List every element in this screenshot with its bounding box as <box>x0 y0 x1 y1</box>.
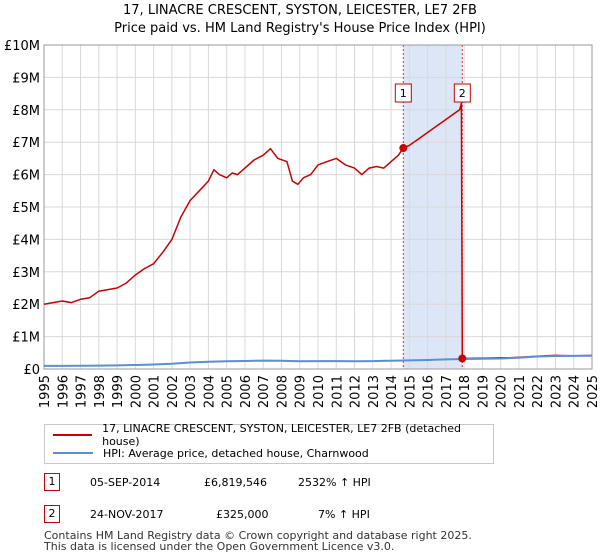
x-tick-label: 2025 <box>586 375 600 408</box>
x-tick-label: 2015 <box>403 375 418 408</box>
x-tick-label: 1997 <box>75 375 90 408</box>
x-tick-label: 2024 <box>568 375 583 408</box>
price-chart: 17, LINACRE CRESCENT, SYSTON, LEICESTER,… <box>4 3 600 408</box>
x-tick-label: 2018 <box>458 375 473 408</box>
x-tick-label: 2001 <box>148 375 163 408</box>
transaction-price: £325,000 <box>216 508 269 521</box>
y-tick-label: £4M <box>12 233 40 248</box>
transaction-date: 24-NOV-2017 <box>90 508 164 521</box>
y-tick-label: £10M <box>4 39 40 54</box>
y-tick-label: £3M <box>12 266 40 281</box>
x-tick-label: 2003 <box>184 375 199 408</box>
sale-marker-label: 1 <box>400 87 407 100</box>
plot-frame <box>43 44 593 370</box>
x-tick-label: 2004 <box>202 375 217 408</box>
legend-label-hpi: HPI: Average price, detached house, Char… <box>103 446 369 460</box>
y-tick-label: £7M <box>12 136 40 151</box>
transaction-date: 05-SEP-2014 <box>90 476 161 489</box>
x-tick-label: 2021 <box>513 375 528 408</box>
x-tick-label: 2012 <box>349 375 364 408</box>
y-tick-label: £8M <box>12 104 40 119</box>
sale-marker-badge <box>394 83 412 103</box>
x-tick-label: 2009 <box>294 375 309 408</box>
transaction-hpi-change: 7% ↑ HPI <box>318 508 370 521</box>
footer: Contains HM Land Registry data © Crown c… <box>44 530 472 552</box>
y-tick-label: £1M <box>12 331 40 346</box>
x-tick-label: 1999 <box>111 375 126 408</box>
sale-marker-point <box>399 144 408 153</box>
x-tick-label: 2023 <box>549 375 564 408</box>
legend-label-price-paid: 17, LINACRE CRESCENT, SYSTON, LEICESTER,… <box>102 422 461 448</box>
legend-item-price-paid: 17, LINACRE CRESCENT, SYSTON, LEICESTER,… <box>53 422 493 448</box>
x-tick-label: 2014 <box>385 375 400 408</box>
x-tick-label: 2008 <box>275 375 290 408</box>
footer-copyright: Contains HM Land Registry data © Crown c… <box>44 529 472 542</box>
y-tick-label: £2M <box>12 298 40 313</box>
x-tick-label: 2005 <box>221 375 236 408</box>
x-tick-label: 2011 <box>330 375 345 408</box>
x-tick-label: 2013 <box>367 375 382 408</box>
x-tick-label: 2002 <box>166 375 181 408</box>
transaction-hpi-change: 2532% ↑ HPI <box>298 476 371 489</box>
x-tick-label: 2017 <box>440 375 455 408</box>
chart-title: 17, LINACRE CRESCENT, SYSTON, LEICESTER,… <box>123 3 477 18</box>
x-tick-label: 1995 <box>38 375 53 408</box>
x-tick-label: 2010 <box>312 375 327 408</box>
y-tick-label: £6M <box>12 169 40 184</box>
legend: 17, LINACRE CRESCENT, SYSTON, LEICESTER,… <box>44 422 494 464</box>
x-tick-label: 2007 <box>257 375 272 408</box>
chart-subtitle: Price paid vs. HM Land Registry's House … <box>114 21 486 36</box>
y-tick-label: £9M <box>12 71 40 86</box>
transaction-badge: 2 <box>44 505 60 523</box>
y-tick-label: £0 <box>23 363 40 378</box>
sale-marker-point <box>458 354 467 363</box>
x-tick-label: 2019 <box>476 375 491 408</box>
transaction-price: £6,819,546 <box>204 476 267 489</box>
transaction-badge: 1 <box>44 473 60 491</box>
x-tick-label: 1996 <box>56 375 71 408</box>
legend-item-hpi: HPI: Average price, detached house, Char… <box>53 445 369 461</box>
sale-marker-label: 2 <box>459 87 466 100</box>
legend-swatch-hpi <box>53 452 93 454</box>
x-tick-label: 2000 <box>129 375 144 408</box>
x-tick-label: 2022 <box>531 375 546 408</box>
legend-swatch-price-paid <box>53 434 93 436</box>
x-tick-label: 2006 <box>239 375 254 408</box>
hpi-line <box>44 354 593 367</box>
sale-marker-badge <box>453 83 471 103</box>
x-tick-label: 1998 <box>93 375 108 408</box>
footer-licence: This data is licensed under the Open Gov… <box>44 540 395 553</box>
x-tick-label: 2016 <box>422 375 437 408</box>
y-tick-label: £5M <box>12 201 40 216</box>
x-tick-label: 2020 <box>495 375 510 408</box>
